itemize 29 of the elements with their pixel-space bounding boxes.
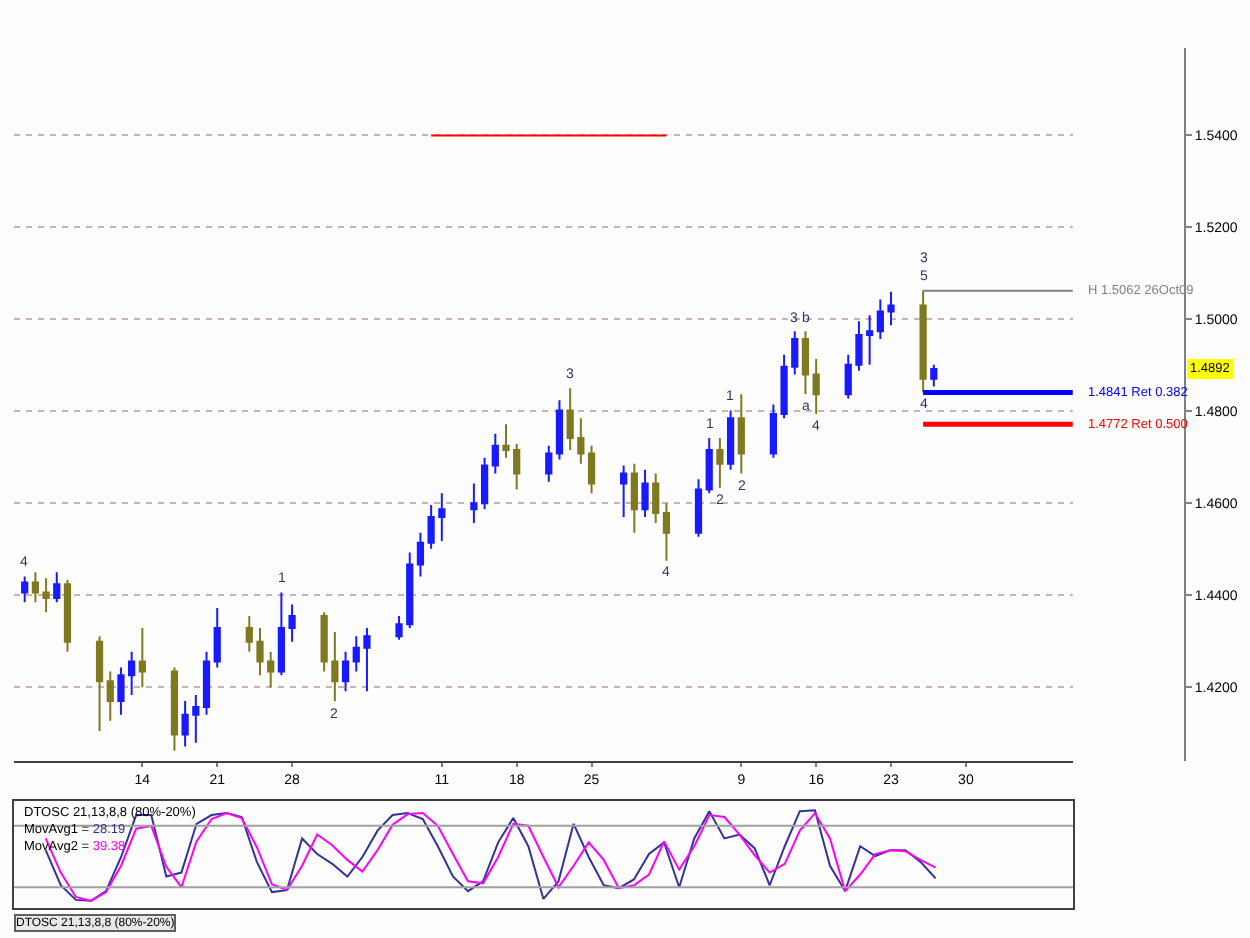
candlestick	[202, 650, 211, 716]
candlestick	[641, 468, 649, 519]
candlestick	[491, 432, 499, 475]
candlestick	[801, 330, 810, 396]
candlestick	[545, 444, 553, 483]
candlestick	[662, 502, 671, 562]
candlestick	[21, 575, 29, 604]
candlestick	[620, 464, 628, 519]
candlestick	[106, 670, 114, 722]
candlestick	[919, 289, 927, 394]
candlestick	[95, 635, 104, 732]
candlestick	[587, 444, 596, 495]
candlestick	[138, 626, 146, 689]
candlestick	[53, 571, 61, 604]
candlestick	[716, 436, 724, 489]
candlestick	[630, 462, 638, 534]
candlestick	[652, 472, 660, 525]
candlestick	[213, 607, 221, 669]
candlestick	[341, 650, 350, 693]
candlestick	[63, 579, 72, 653]
candlestick	[737, 393, 745, 475]
candlestick	[726, 409, 735, 471]
candlestick	[694, 478, 703, 538]
candlestick	[930, 363, 938, 388]
candlestick	[170, 666, 179, 752]
candlestick	[812, 357, 820, 416]
candlestick	[555, 399, 564, 461]
candlestick	[705, 436, 713, 495]
candlestick	[416, 531, 425, 578]
